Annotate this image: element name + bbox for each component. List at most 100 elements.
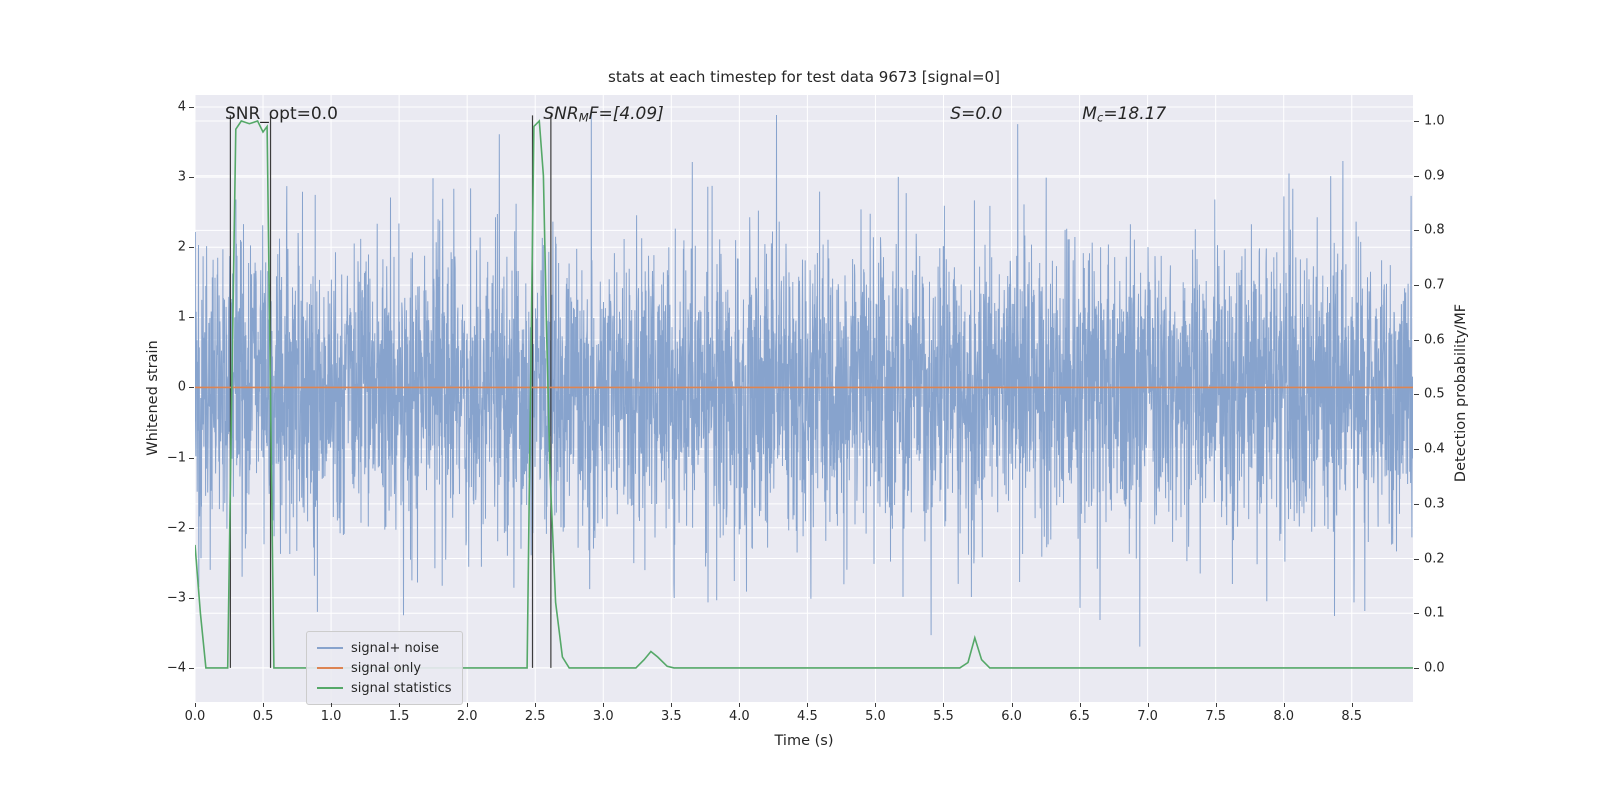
stat-annotation-text: =18.17 (1103, 104, 1167, 124)
stat-annotation-text: c (1096, 110, 1104, 125)
x-tick-label: 2.0 (456, 709, 478, 724)
series-signal-plus-noise (195, 109, 1413, 647)
y-tick-mark-right (1414, 613, 1419, 615)
x-tick-mark (1283, 703, 1285, 707)
y-tick-label-right: 0.0 (1424, 660, 1445, 676)
stat-annotation: SNRMF=[4.09] (543, 104, 663, 125)
y-tick-label-left: 1 (177, 309, 186, 325)
y-tick-mark-left (189, 457, 194, 459)
y-tick-mark-right (1414, 558, 1419, 560)
legend-label: signal only (351, 660, 422, 676)
y-tick-mark-right (1414, 175, 1419, 177)
stat-annotation-text: M (1082, 104, 1097, 124)
y-tick-label-left: 3 (177, 169, 186, 185)
y-tick-label-left: −2 (166, 520, 186, 536)
y-tick-label-right: 0.4 (1424, 441, 1445, 457)
legend: signal+ noise signal only signal statistic… (306, 631, 463, 705)
y-tick-label-right: 0.6 (1424, 332, 1445, 348)
x-tick-mark (1147, 703, 1149, 707)
x-tick-mark (263, 703, 265, 707)
x-tick-mark (195, 703, 196, 707)
stat-annotation: SNR_opt=0.0 (225, 104, 338, 124)
y-tick-label-right: 0.1 (1424, 605, 1445, 621)
y-tick-label-left: 4 (177, 99, 186, 115)
y-tick-mark-right (1414, 121, 1419, 122)
y-tick-mark-left (189, 667, 194, 669)
x-tick-label: 6.0 (1001, 709, 1022, 724)
y-tick-mark-right (1414, 503, 1419, 505)
plot-area (195, 95, 1413, 702)
x-tick-label: 3.0 (592, 709, 614, 724)
x-tick-mark (671, 703, 673, 707)
x-tick-label: 0.5 (252, 709, 274, 724)
legend-item: signal statistics (317, 678, 452, 698)
plot-canvas (195, 95, 1413, 702)
y-tick-label-left: 0 (177, 379, 186, 395)
y-tick-mark-right (1414, 230, 1419, 232)
x-tick-mark (875, 703, 877, 707)
y-tick-label-right: 0.7 (1424, 277, 1445, 293)
x-tick-label: 5.0 (865, 709, 886, 724)
stat-annotation-text: S=0.0 (950, 104, 1003, 124)
y-tick-mark-left (189, 597, 194, 599)
x-tick-mark (807, 703, 809, 707)
y-tick-mark-left (189, 317, 194, 319)
x-tick-mark (1011, 703, 1013, 707)
stat-annotation-text: SNR_opt=0.0 (224, 104, 338, 124)
x-tick-mark (467, 703, 469, 707)
legend-swatch (317, 687, 343, 689)
legend-swatch (317, 667, 343, 669)
chart-title: stats at each timestep for test data 967… (608, 68, 1000, 86)
series-signal-statistics (195, 119, 1413, 669)
x-tick-mark (399, 703, 401, 707)
x-tick-label: 0.0 (184, 709, 206, 724)
x-tick-label: 1.0 (320, 709, 342, 724)
y-tick-label-right: 0.5 (1424, 386, 1445, 402)
stat-annotation-text: M (578, 110, 589, 125)
x-tick-label: 4.5 (797, 709, 818, 724)
x-tick-mark (331, 703, 333, 707)
y-axis-label-left: Whitened strain (145, 340, 161, 456)
y-tick-label-left: 2 (177, 239, 186, 255)
stat-annotation: Mc=18.17 (1082, 104, 1166, 125)
x-tick-label: 6.5 (1069, 709, 1090, 724)
x-tick-label: 5.5 (933, 709, 954, 724)
legend-label: signal statistics (351, 680, 452, 696)
stat-annotation-text: F=[4.09] (588, 104, 664, 124)
y-tick-mark-left (189, 527, 194, 529)
x-tick-mark (739, 703, 741, 707)
x-tick-mark (603, 703, 605, 707)
y-tick-mark-left (189, 177, 194, 179)
y-tick-label-left: −1 (166, 450, 186, 466)
y-tick-label-right: 0.8 (1424, 222, 1445, 238)
x-axis-label: Time (s) (774, 733, 834, 749)
x-tick-mark (1079, 703, 1081, 707)
x-tick-label: 2.5 (524, 709, 546, 724)
y-tick-label-right: 0.2 (1424, 551, 1445, 567)
x-tick-label: 4.0 (729, 709, 750, 724)
y-tick-mark-right (1414, 449, 1419, 451)
x-tick-label: 1.5 (388, 709, 410, 724)
x-tick-label: 8.0 (1273, 709, 1295, 724)
legend-swatch (317, 647, 343, 649)
y-tick-mark-left (189, 247, 194, 249)
x-tick-mark (535, 703, 537, 707)
y-tick-mark-right (1414, 285, 1419, 287)
stat-annotation-text: SNR (543, 104, 579, 124)
legend-label: signal+ noise (351, 640, 440, 656)
legend-item: signal only (317, 658, 452, 678)
y-tick-mark-right (1414, 339, 1419, 341)
y-axis-label-right: Detection probability/MF (1453, 303, 1469, 483)
x-tick-mark (943, 703, 945, 707)
y-tick-mark-left (189, 106, 194, 108)
y-tick-label-left: −4 (166, 660, 186, 676)
y-tick-label-right: 0.9 (1424, 168, 1445, 184)
x-tick-mark (1215, 703, 1217, 707)
legend-item: signal+ noise (317, 638, 452, 658)
x-tick-label: 7.0 (1137, 709, 1158, 724)
y-tick-label-right: 0.3 (1424, 496, 1445, 512)
x-tick-label: 7.5 (1205, 709, 1226, 724)
y-tick-mark-right (1414, 394, 1419, 396)
y-tick-mark-right (1414, 667, 1419, 669)
